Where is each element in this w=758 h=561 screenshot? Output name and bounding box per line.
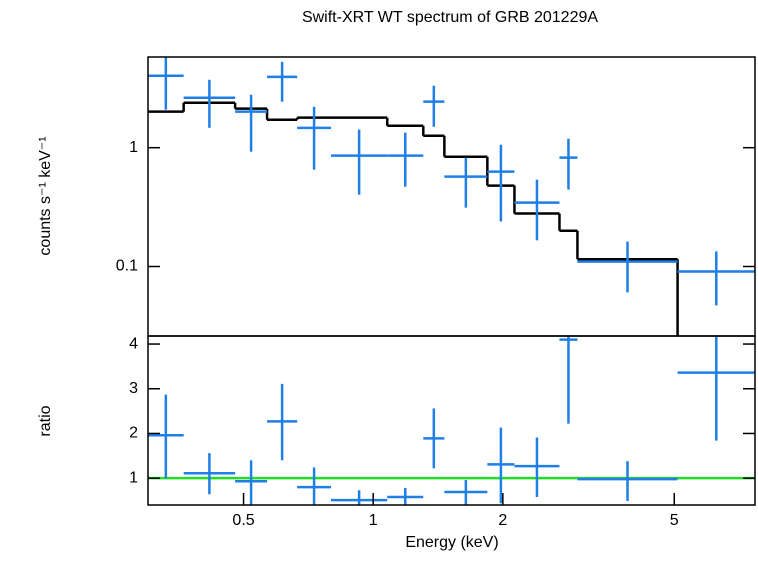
frame	[147, 335, 756, 506]
y-tick-label: 1	[129, 139, 138, 156]
x-tick-label: 1	[369, 512, 378, 529]
y-axis-label: ratio	[37, 405, 54, 436]
chart-title: Swift-XRT WT spectrum of GRB 201229A	[302, 9, 598, 26]
plots: 0.1 1 1 2 3 4 0.5 1 2 5	[116, 57, 755, 529]
y-tick-label: 4	[129, 335, 138, 352]
x-tick-label: 0.5	[232, 512, 254, 529]
frame	[147, 56, 756, 337]
y-tick-label: 2	[129, 425, 138, 442]
y-tick-label: 3	[129, 380, 138, 397]
y-tick-label: 0.1	[116, 258, 138, 275]
y-axis-label: counts s⁻¹ keV⁻¹	[37, 136, 54, 255]
x-axis-label: Energy (keV)	[405, 534, 498, 551]
x-tick-label: 5	[670, 512, 679, 529]
y-tick-label: 1	[129, 469, 138, 486]
x-tick-label: 2	[498, 512, 507, 529]
panel	[148, 336, 755, 505]
panel	[148, 57, 755, 336]
